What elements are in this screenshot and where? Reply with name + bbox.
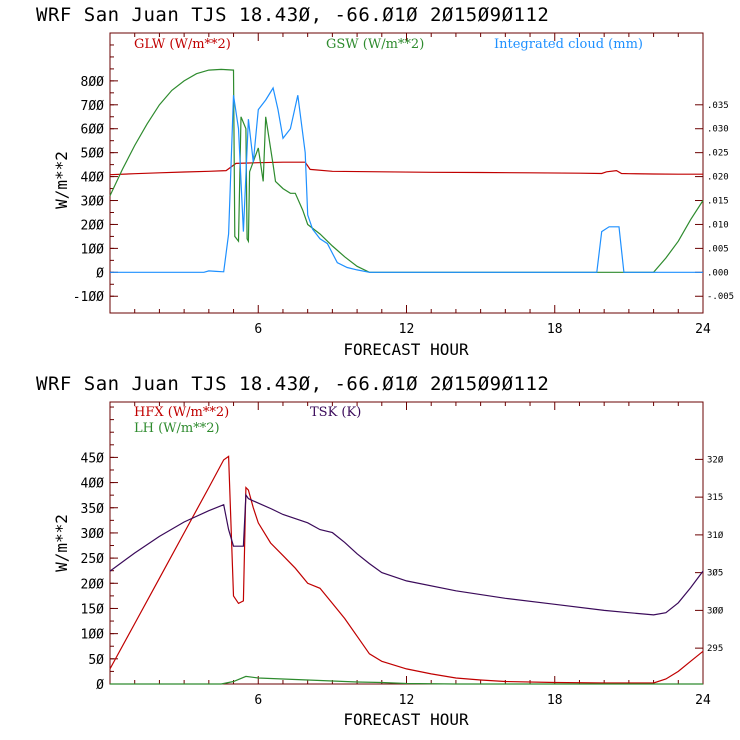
y-tick-label: 4ØØ [81, 477, 105, 492]
axis-ticks: Ø 5Ø 1ØØ 15Ø 2ØØ 25Ø 3ØØ 35Ø 4ØØ 45Ø 295 3ØØ 3Ø5 31Ø 3… [81, 402, 724, 708]
series-line [110, 86, 703, 273]
y-tick-label: 3ØØ [81, 195, 105, 210]
series-line [109, 68, 704, 273]
x-tick-label: 18 [547, 322, 563, 337]
heat-flux-panel: WRF San Juan TJS 18.43Ø, -66.Ø1Ø 2Ø15Ø9Ø… [36, 373, 724, 729]
y-tick-label: -1ØØ [73, 290, 104, 305]
y-tick-label: 25Ø [81, 552, 105, 567]
legend-cloud: Integrated cloud (mm) [494, 37, 643, 52]
legend-tsk: TSK (K) [310, 405, 361, 420]
y-tick-label: 6ØØ [81, 123, 105, 138]
legend-hfx: HFX (W/m**2) [134, 405, 229, 420]
y-tick-label: 45Ø [81, 451, 105, 466]
y2-tick-label: 32Ø [707, 454, 724, 465]
y-tick-label: 1ØØ [81, 628, 105, 643]
legend-glw: GLW (W/m**2) [134, 37, 231, 52]
y2-tick-label: .035 [707, 101, 729, 111]
y-tick-label: 1ØØ [81, 242, 105, 257]
series-lines [109, 455, 704, 685]
y-tick-label: 5ØØ [81, 147, 105, 162]
y2-tick-label: .000 [707, 268, 729, 278]
y-tick-label: 5Ø [88, 653, 104, 668]
x-tick-label: 18 [547, 693, 563, 708]
x-tick-label: 12 [399, 322, 415, 337]
plot-frame [109, 401, 704, 685]
x-axis-label: FORECAST HOUR [343, 340, 469, 359]
plot-frame [109, 32, 704, 314]
y-tick-label: 15Ø [81, 602, 105, 617]
chart-title: WRF San Juan TJS 18.43Ø, -66.Ø1Ø 2Ø15Ø9Ø… [36, 4, 549, 26]
axis-ticks: -1ØØ Ø 1ØØ 2ØØ 3ØØ 4ØØ 5ØØ 6ØØ 7ØØ 8ØØ -.005 .000 .0… [73, 32, 734, 337]
y2-tick-label: .005 [707, 244, 729, 254]
y2-tick-label: 295 [707, 644, 723, 654]
y2-tick-label: 31Ø [707, 530, 724, 541]
legend-gsw: GSW (W/m**2) [326, 37, 424, 52]
y-tick-label: 3ØØ [81, 527, 105, 542]
y2-tick-label: .030 [707, 125, 729, 135]
y-tick-label: 2ØØ [81, 218, 105, 233]
series-line [109, 161, 703, 176]
y-tick-label: 35Ø [81, 502, 105, 517]
x-tick-label: 12 [399, 693, 415, 708]
y-axis-label: W/m**2 [52, 151, 71, 209]
radiation-cloud-panel: WRF San Juan TJS 18.43Ø, -66.Ø1Ø 2Ø15Ø9Ø… [36, 4, 734, 359]
series-line [109, 493, 704, 616]
y-tick-label: Ø [96, 266, 104, 281]
legend-lh: LH (W/m**2) [134, 421, 220, 436]
y2-tick-label: .025 [707, 149, 729, 159]
y2-tick-label: .020 [707, 173, 729, 183]
y2-tick-label: -.005 [707, 292, 734, 302]
y2-tick-label: 315 [707, 493, 723, 503]
series-line [109, 455, 704, 684]
y2-tick-label: .015 [707, 197, 729, 207]
y-axis-label: W/m**2 [52, 514, 71, 572]
series-line [110, 675, 703, 685]
y2-tick-label: .010 [707, 220, 729, 230]
y-tick-label: 8ØØ [81, 75, 105, 90]
series-lines [109, 68, 704, 273]
y-tick-label: 4ØØ [81, 171, 105, 186]
y2-tick-label: 3ØØ [707, 605, 724, 616]
x-tick-label: 24 [695, 322, 711, 337]
y-tick-label: 2ØØ [81, 577, 105, 592]
y-tick-label: 7ØØ [81, 99, 105, 114]
x-tick-label: 6 [254, 693, 262, 708]
x-tick-label: 6 [254, 322, 262, 337]
y-tick-label: Ø [96, 678, 104, 693]
x-axis-label: FORECAST HOUR [343, 710, 469, 729]
x-tick-label: 24 [695, 693, 711, 708]
y2-tick-label: 3Ø5 [707, 568, 723, 579]
chart-title: WRF San Juan TJS 18.43Ø, -66.Ø1Ø 2Ø15Ø9Ø… [36, 373, 549, 395]
